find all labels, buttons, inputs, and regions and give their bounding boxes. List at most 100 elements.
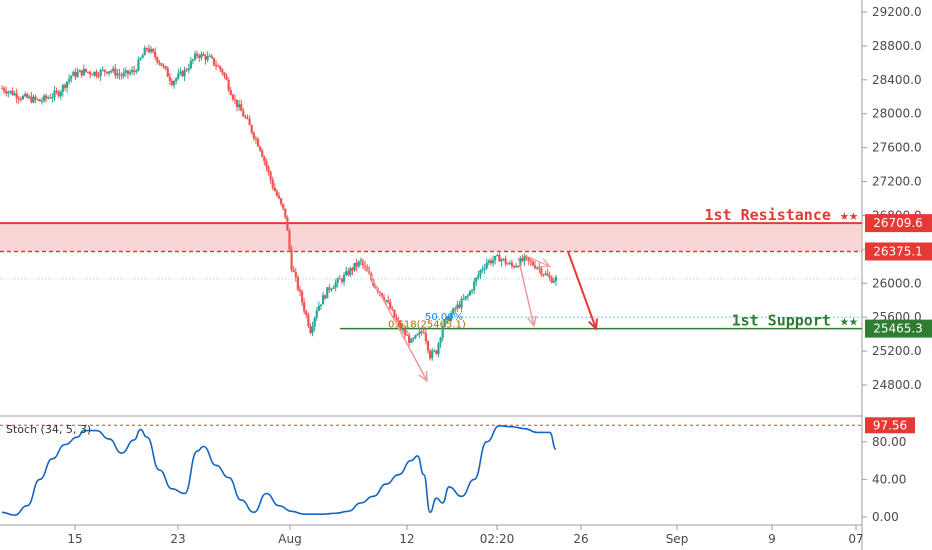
- candle: [431, 348, 434, 361]
- candle: [147, 44, 150, 54]
- candle: [458, 300, 461, 309]
- candle: [420, 328, 423, 336]
- candle: [345, 266, 348, 277]
- candle: [120, 72, 123, 80]
- candle: [397, 316, 400, 328]
- candle: [292, 266, 295, 273]
- candle: [357, 260, 360, 269]
- candle: [244, 114, 247, 120]
- candle: [401, 324, 404, 334]
- candle: [424, 328, 427, 345]
- candle: [225, 73, 228, 81]
- candle: [99, 68, 102, 81]
- time-tick-label: 23: [170, 532, 185, 546]
- candle: [443, 318, 446, 328]
- candle: [256, 137, 260, 147]
- candle: [466, 293, 469, 301]
- candle: [265, 158, 268, 172]
- candle: [246, 114, 249, 120]
- forecast-arrow[interactable]: [567, 251, 599, 331]
- candle: [183, 66, 186, 82]
- candle: [542, 273, 545, 278]
- candle: [277, 192, 281, 200]
- oscillator-tick-label: 80.00: [872, 435, 906, 449]
- fib-618-label: 0.618(25465.1): [388, 320, 466, 331]
- candle: [324, 294, 327, 300]
- candle: [294, 267, 297, 282]
- candle: [11, 87, 14, 96]
- candle: [317, 301, 320, 312]
- candle: [338, 274, 341, 280]
- candle: [273, 183, 276, 192]
- candle: [214, 59, 218, 71]
- candle: [112, 65, 115, 74]
- candle: [227, 77, 230, 93]
- time-tick-label: 15: [67, 532, 82, 546]
- candle: [252, 131, 255, 141]
- price-tick-label: 26000.0: [872, 276, 922, 290]
- time-tick-label: Sep: [666, 532, 689, 546]
- candle: [521, 254, 524, 263]
- candle: [229, 86, 232, 96]
- price-tick-label: 28800.0: [872, 39, 922, 53]
- candle: [204, 53, 207, 65]
- time-tick-label: Aug: [278, 532, 301, 546]
- candle: [531, 258, 535, 267]
- svg-text:97.56: 97.56: [873, 418, 907, 432]
- candle: [57, 89, 60, 98]
- candle: [393, 309, 396, 318]
- candle: [510, 259, 514, 269]
- candle: [82, 64, 85, 76]
- candle: [72, 70, 75, 76]
- candle: [441, 324, 444, 342]
- candle: [548, 271, 551, 282]
- candle: [70, 75, 73, 83]
- support-label: 1st Support ★★: [732, 312, 858, 330]
- projection-arrow: [360, 257, 428, 383]
- candle: [447, 314, 451, 322]
- candle: [305, 309, 308, 319]
- candle: [55, 87, 58, 95]
- candle: [428, 349, 432, 361]
- candle: [403, 324, 407, 339]
- candle: [303, 298, 306, 315]
- candle: [334, 279, 337, 292]
- candle: [122, 68, 125, 79]
- candle: [65, 81, 69, 93]
- candle: [49, 93, 52, 99]
- candle: [80, 70, 83, 78]
- candle: [101, 66, 104, 72]
- candle: [454, 306, 457, 313]
- candle: [137, 56, 140, 72]
- candle: [279, 197, 283, 207]
- resistance-price-tag: 26709.6: [865, 214, 932, 233]
- stochastic-line[interactable]: [1, 425, 557, 516]
- candle: [133, 65, 136, 76]
- candle: [468, 289, 472, 297]
- candle: [412, 336, 415, 343]
- candle: [414, 334, 417, 340]
- candle: [332, 285, 335, 290]
- candle: [263, 155, 266, 166]
- candle: [219, 65, 222, 72]
- time-axis-ticks: 15 23 Aug 12 02:20 26 Sep 9 07: [67, 525, 864, 546]
- candle: [114, 63, 117, 79]
- candle: [191, 58, 195, 65]
- oscillator-tick-label: 0.00: [872, 510, 899, 524]
- candle: [21, 94, 25, 101]
- candle: [116, 69, 119, 79]
- candle: [181, 70, 184, 77]
- candle: [554, 274, 558, 286]
- candle: [166, 66, 169, 78]
- oscillator-tick-label: 40.00: [872, 472, 906, 486]
- candle: [5, 86, 8, 97]
- time-tick-label: 12: [399, 532, 414, 546]
- candle: [405, 329, 409, 336]
- candle: [391, 305, 394, 312]
- candle: [536, 266, 539, 270]
- candle: [103, 69, 106, 77]
- candle: [40, 97, 43, 105]
- forecast-arrow-shape: [567, 251, 599, 331]
